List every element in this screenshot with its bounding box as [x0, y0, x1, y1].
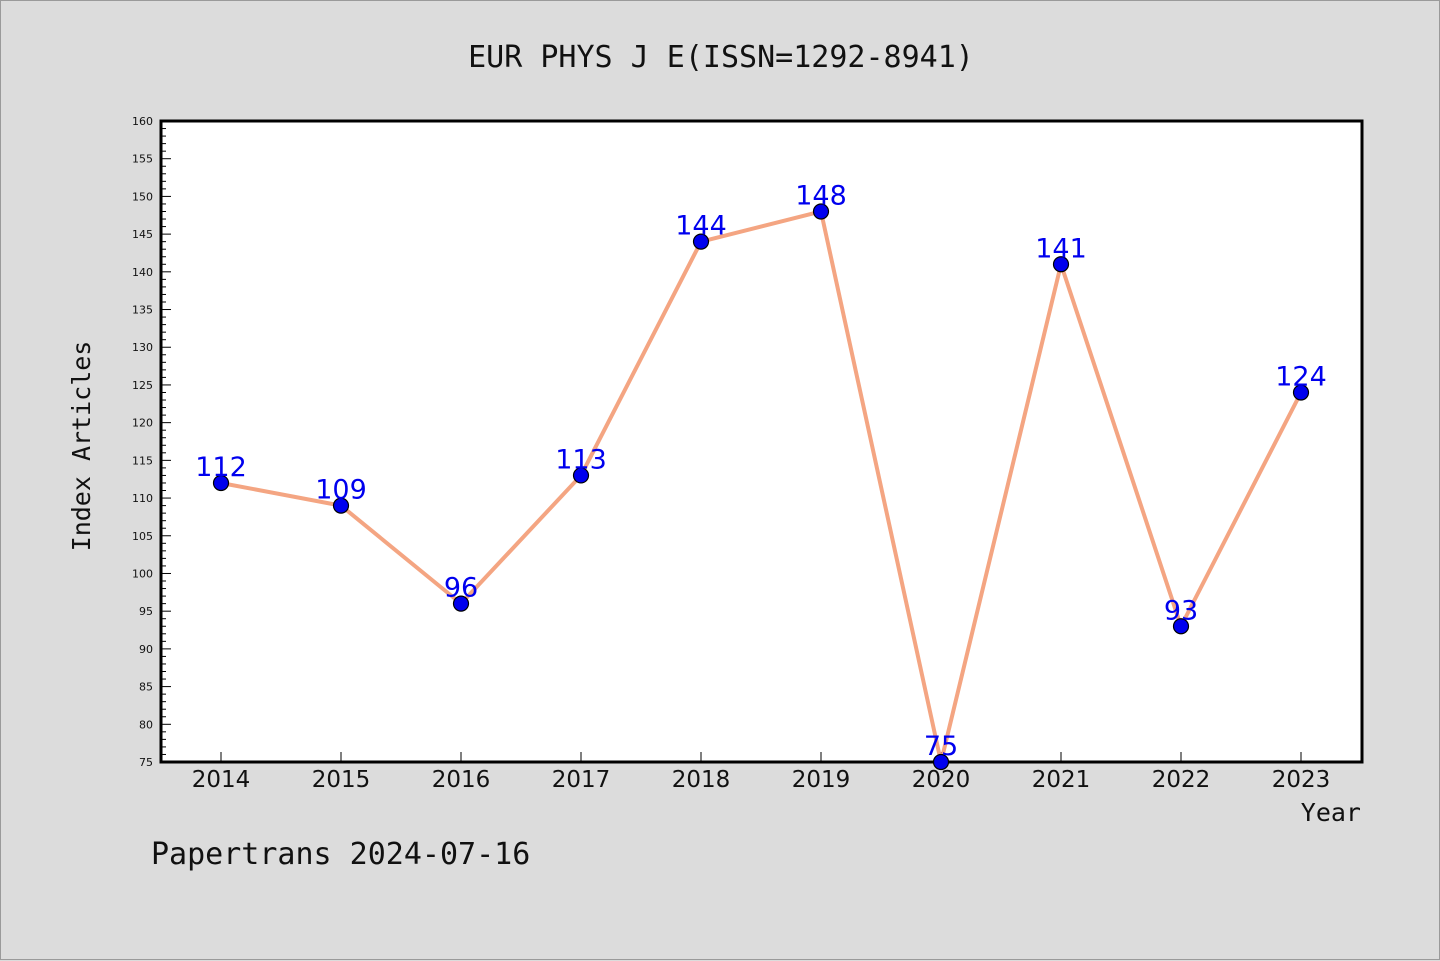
data-point-label: 93 — [1164, 595, 1198, 626]
data-point-marker — [572, 467, 590, 484]
y-tick-label: 160 — [132, 115, 153, 128]
data-point-marker — [1292, 384, 1310, 401]
y-tick-label: 150 — [132, 190, 153, 203]
data-point-marker — [1052, 256, 1070, 273]
x-tick-label: 2017 — [552, 767, 611, 793]
y-tick-label: 125 — [132, 379, 153, 392]
data-point-marker — [932, 753, 950, 771]
data-point-label: 75 — [924, 731, 958, 762]
y-tick-label: 130 — [132, 341, 153, 354]
data-point-marker — [1172, 618, 1190, 635]
data-point-marker — [212, 474, 230, 492]
x-tick-label: 2014 — [192, 767, 251, 793]
x-tick-label: 2018 — [672, 767, 731, 793]
data-point-marker — [452, 595, 470, 612]
data-point-marker — [332, 497, 350, 514]
data-point-label: 112 — [195, 452, 247, 483]
x-axis: 2014 2015 2016 2017 2018 2019 2020 2021 2022 2023 — [192, 752, 1331, 793]
data-point-label: 113 — [555, 444, 607, 475]
data-point-label: 141 — [1035, 233, 1087, 264]
y-tick-label: 135 — [132, 304, 153, 317]
y-tick-label: 145 — [132, 228, 153, 241]
x-axis-label: Year — [1301, 798, 1361, 827]
x-tick-label: 2023 — [1272, 767, 1331, 793]
plot-area — [159, 119, 1364, 764]
x-tick-label: 2019 — [792, 767, 851, 793]
y-tick-label: 75 — [139, 756, 153, 769]
data-labels: 112 109 96 113 144 148 75 141 93 124 — [195, 180, 1327, 762]
y-tick-label: 115 — [132, 454, 153, 467]
y-tick-label: 140 — [132, 266, 153, 279]
x-tick-label: 2021 — [1032, 767, 1091, 793]
y-tick-label: 110 — [132, 492, 153, 505]
series-polyline — [220, 209, 1303, 764]
footer-text: Papertrans 2024-07-16 — [151, 837, 530, 872]
data-point-label: 96 — [444, 573, 478, 604]
data-point-label: 148 — [795, 180, 847, 211]
y-tick-label: 80 — [139, 718, 153, 731]
data-point-label: 124 — [1275, 361, 1327, 392]
y-tick-label: 105 — [132, 530, 153, 543]
data-point-label: 109 — [315, 475, 367, 506]
y-axis: 75 80 85 90 95 100 105 110 115 120 125 130 135 140 145… — [132, 115, 171, 769]
x-tick-label: 2022 — [1152, 767, 1211, 793]
chart-title: EUR PHYS J E(ISSN=1292-8941) — [468, 40, 974, 75]
y-tick-label: 120 — [132, 417, 153, 430]
y-tick-label: 155 — [132, 153, 153, 166]
y-tick-label: 100 — [132, 567, 153, 580]
data-point-marker — [692, 233, 710, 250]
y-tick-label: 90 — [139, 643, 153, 656]
data-point-marker — [812, 203, 830, 220]
y-axis-label: Index Articles — [67, 341, 96, 552]
x-tick-label: 2016 — [432, 767, 491, 793]
data-point-label: 144 — [675, 211, 727, 242]
x-tick-label: 2020 — [912, 767, 971, 793]
x-tick-label: 2015 — [312, 767, 371, 793]
y-tick-label: 95 — [139, 605, 153, 618]
y-tick-label: 85 — [139, 681, 153, 694]
series-line — [220, 209, 1303, 764]
series-markers — [212, 203, 1310, 771]
